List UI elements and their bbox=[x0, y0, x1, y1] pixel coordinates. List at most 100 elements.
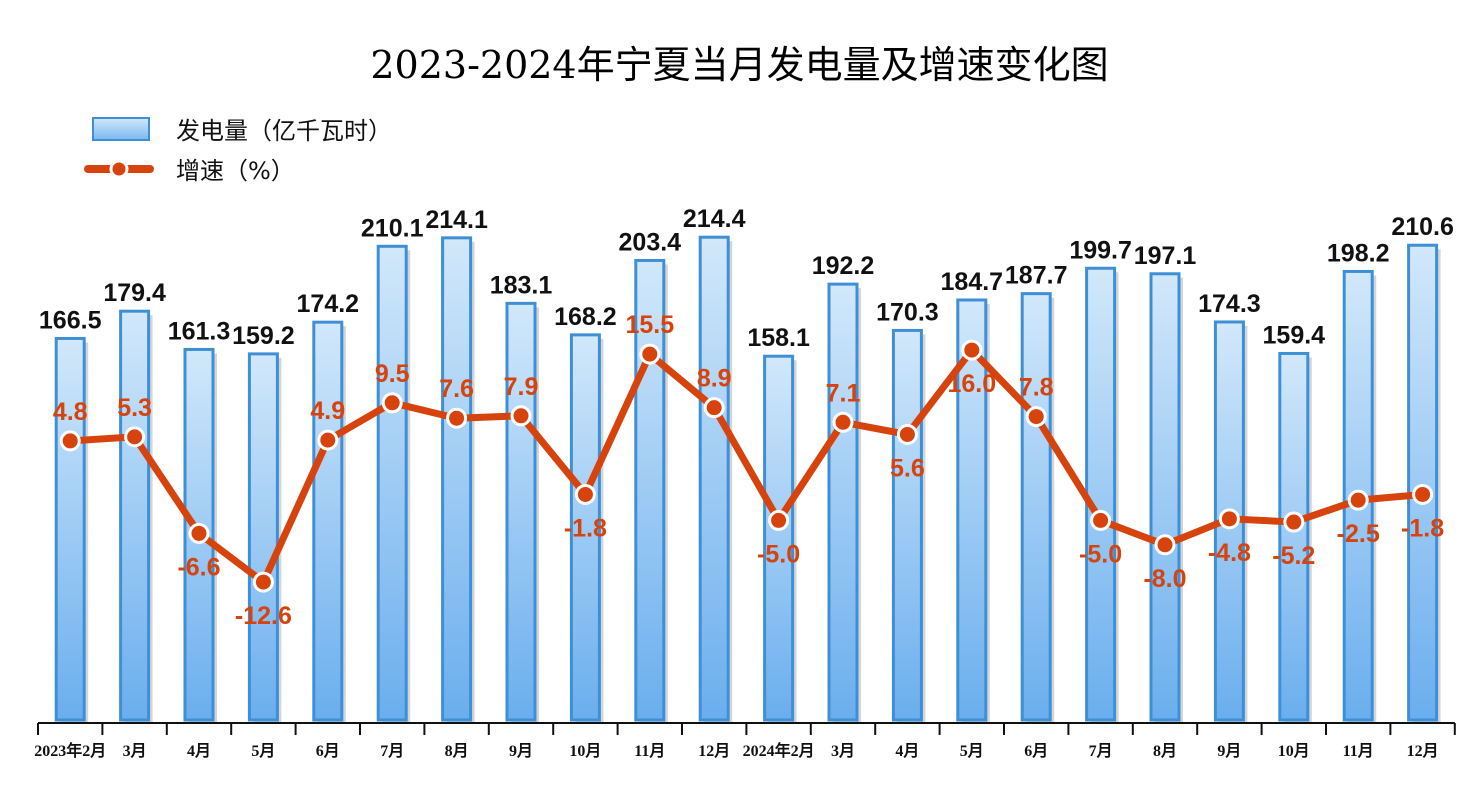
x-tick-label: 3月 bbox=[123, 742, 147, 760]
growth-point bbox=[1025, 406, 1047, 428]
x-tick-label: 12月 bbox=[698, 742, 730, 760]
growth-value-label: -2.5 bbox=[1337, 520, 1380, 548]
bar-value-label: 161.3 bbox=[168, 317, 231, 345]
bar bbox=[247, 352, 279, 722]
x-tick-label: 7月 bbox=[1089, 742, 1113, 760]
growth-value-label: -1.8 bbox=[564, 514, 607, 542]
legend-bar-swatch bbox=[92, 117, 150, 141]
growth-value-label: 7.6 bbox=[439, 375, 474, 403]
x-tick-label: 5月 bbox=[251, 742, 275, 760]
growth-point bbox=[510, 405, 532, 427]
bar bbox=[698, 235, 730, 722]
x-tick-label: 7月 bbox=[380, 742, 404, 760]
x-tick-label: 2024年2月 bbox=[743, 741, 815, 760]
growth-value-label: -6.6 bbox=[177, 553, 220, 581]
growth-point bbox=[124, 426, 146, 448]
x-tick-label: 11月 bbox=[1343, 742, 1374, 760]
bar-value-label: 203.4 bbox=[619, 228, 682, 256]
bar-value-label: 214.1 bbox=[425, 206, 488, 234]
bar-value-label: 210.6 bbox=[1391, 213, 1454, 241]
x-tick-label: 12月 bbox=[1407, 742, 1439, 760]
growth-value-label: 7.8 bbox=[1019, 374, 1054, 402]
growth-value-label: 4.8 bbox=[53, 398, 88, 426]
growth-value-label: 5.3 bbox=[117, 394, 152, 422]
growth-point bbox=[381, 392, 403, 414]
bar bbox=[1149, 272, 1181, 722]
growth-point bbox=[317, 429, 339, 451]
bar bbox=[956, 298, 988, 722]
bar bbox=[376, 244, 408, 722]
x-tick-label: 3月 bbox=[831, 742, 855, 760]
bar-value-label: 184.7 bbox=[941, 268, 1004, 296]
growth-value-label: -5.0 bbox=[757, 540, 800, 568]
bar bbox=[891, 328, 923, 722]
growth-point bbox=[446, 407, 468, 429]
bar bbox=[441, 236, 473, 722]
growth-value-label: 16.0 bbox=[947, 370, 996, 398]
bar-value-label: 192.2 bbox=[812, 252, 875, 280]
bar bbox=[505, 301, 537, 722]
bar-value-label: 158.1 bbox=[747, 324, 810, 352]
growth-point bbox=[1218, 508, 1240, 530]
bar bbox=[54, 336, 86, 722]
x-tick-label: 6月 bbox=[1024, 742, 1048, 760]
bar-value-label: 159.4 bbox=[1263, 321, 1326, 349]
x-tick-label: 9月 bbox=[1217, 742, 1241, 760]
growth-value-label: 7.9 bbox=[504, 373, 539, 401]
bar bbox=[827, 282, 859, 722]
bar-value-label: 168.2 bbox=[554, 303, 617, 331]
growth-point bbox=[703, 397, 725, 419]
growth-point bbox=[1090, 509, 1112, 531]
x-tick-label: 8月 bbox=[1153, 742, 1177, 760]
legend-line-label: 增速（%） bbox=[176, 157, 295, 185]
x-tick-label: 10月 bbox=[569, 742, 601, 760]
x-tick-label: 6月 bbox=[316, 742, 340, 760]
bar-value-label: 187.7 bbox=[1005, 262, 1068, 290]
bar-value-label: 214.4 bbox=[683, 205, 746, 233]
growth-point bbox=[574, 483, 596, 505]
growth-value-label: 8.9 bbox=[697, 365, 732, 393]
growth-value-label: -5.2 bbox=[1272, 542, 1315, 570]
bar bbox=[1407, 243, 1439, 722]
bar bbox=[634, 258, 666, 722]
x-tick-label: 10月 bbox=[1278, 742, 1310, 760]
bar bbox=[1278, 351, 1310, 722]
growth-point bbox=[639, 343, 661, 365]
growth-value-label: -5.0 bbox=[1079, 540, 1122, 568]
bar-value-label: 210.1 bbox=[361, 214, 424, 242]
growth-value-label: -4.8 bbox=[1208, 539, 1251, 567]
growth-point bbox=[896, 423, 918, 445]
growth-value-label: 9.5 bbox=[375, 360, 410, 388]
growth-point bbox=[832, 411, 854, 433]
growth-value-label: -8.0 bbox=[1143, 565, 1186, 593]
growth-point bbox=[59, 430, 81, 452]
bar bbox=[763, 354, 795, 722]
growth-value-label: -12.6 bbox=[235, 602, 292, 630]
chart-title: 2023-2024年宁夏当月发电量及增速变化图 bbox=[370, 43, 1109, 87]
legend-line-marker bbox=[109, 159, 129, 179]
growth-point bbox=[1283, 511, 1305, 533]
x-tick-label: 9月 bbox=[509, 742, 533, 760]
growth-point bbox=[252, 571, 274, 593]
growth-value-label: -1.8 bbox=[1401, 514, 1444, 542]
bar bbox=[312, 320, 344, 722]
x-tick-label: 2023年2月 bbox=[34, 741, 106, 760]
bar bbox=[1085, 266, 1117, 722]
growth-point bbox=[1347, 489, 1369, 511]
bar-value-label: 170.3 bbox=[876, 298, 939, 326]
legend: 发电量（亿千瓦时） 增速（%） bbox=[84, 117, 392, 185]
bar bbox=[119, 309, 151, 722]
bar-value-label: 174.2 bbox=[297, 290, 360, 318]
x-tick-label: 8月 bbox=[445, 742, 469, 760]
bar-value-label: 174.3 bbox=[1198, 290, 1261, 318]
bar-value-label: 159.2 bbox=[232, 322, 295, 350]
growth-point bbox=[961, 339, 983, 361]
growth-point bbox=[1154, 534, 1176, 556]
bar-value-label: 166.5 bbox=[39, 306, 102, 334]
growth-value-label: 4.9 bbox=[310, 397, 345, 425]
bar bbox=[1020, 292, 1052, 722]
bar-value-label: 183.1 bbox=[490, 271, 553, 299]
x-tick-label: 5月 bbox=[960, 742, 984, 760]
x-tick-label: 4月 bbox=[895, 742, 919, 760]
